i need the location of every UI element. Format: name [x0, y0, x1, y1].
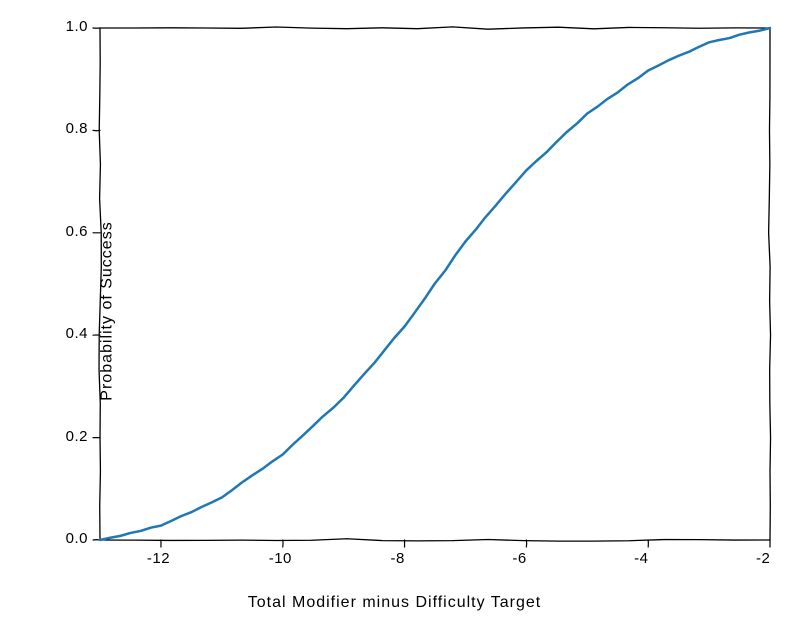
x-tick-label: -8 — [391, 550, 405, 567]
y-tick-label: 0.6 — [66, 223, 88, 240]
y-tick-label: 0.0 — [66, 530, 88, 547]
x-tick-label: -2 — [756, 550, 770, 567]
y-axis-label: Probability of Success — [99, 221, 117, 400]
x-axis-bottom — [100, 539, 770, 541]
chart-svg — [0, 0, 789, 622]
x-tick-label: -12 — [147, 550, 170, 567]
y-tick-label: 0.2 — [66, 428, 88, 445]
x-axis-top — [100, 27, 770, 29]
y-tick-label: 0.4 — [66, 325, 88, 342]
y-axis-right — [769, 28, 771, 540]
x-tick-label: -4 — [634, 550, 648, 567]
x-tick-label: -6 — [512, 550, 526, 567]
x-tick-label: -10 — [269, 550, 292, 567]
probability-chart: Probability of Success Total Modifier mi… — [0, 0, 789, 622]
x-axis-label: Total Modifier minus Difficulty Target — [248, 594, 542, 612]
data-line — [100, 28, 770, 540]
y-tick-label: 0.8 — [66, 120, 88, 137]
y-tick-label: 1.0 — [66, 18, 88, 35]
